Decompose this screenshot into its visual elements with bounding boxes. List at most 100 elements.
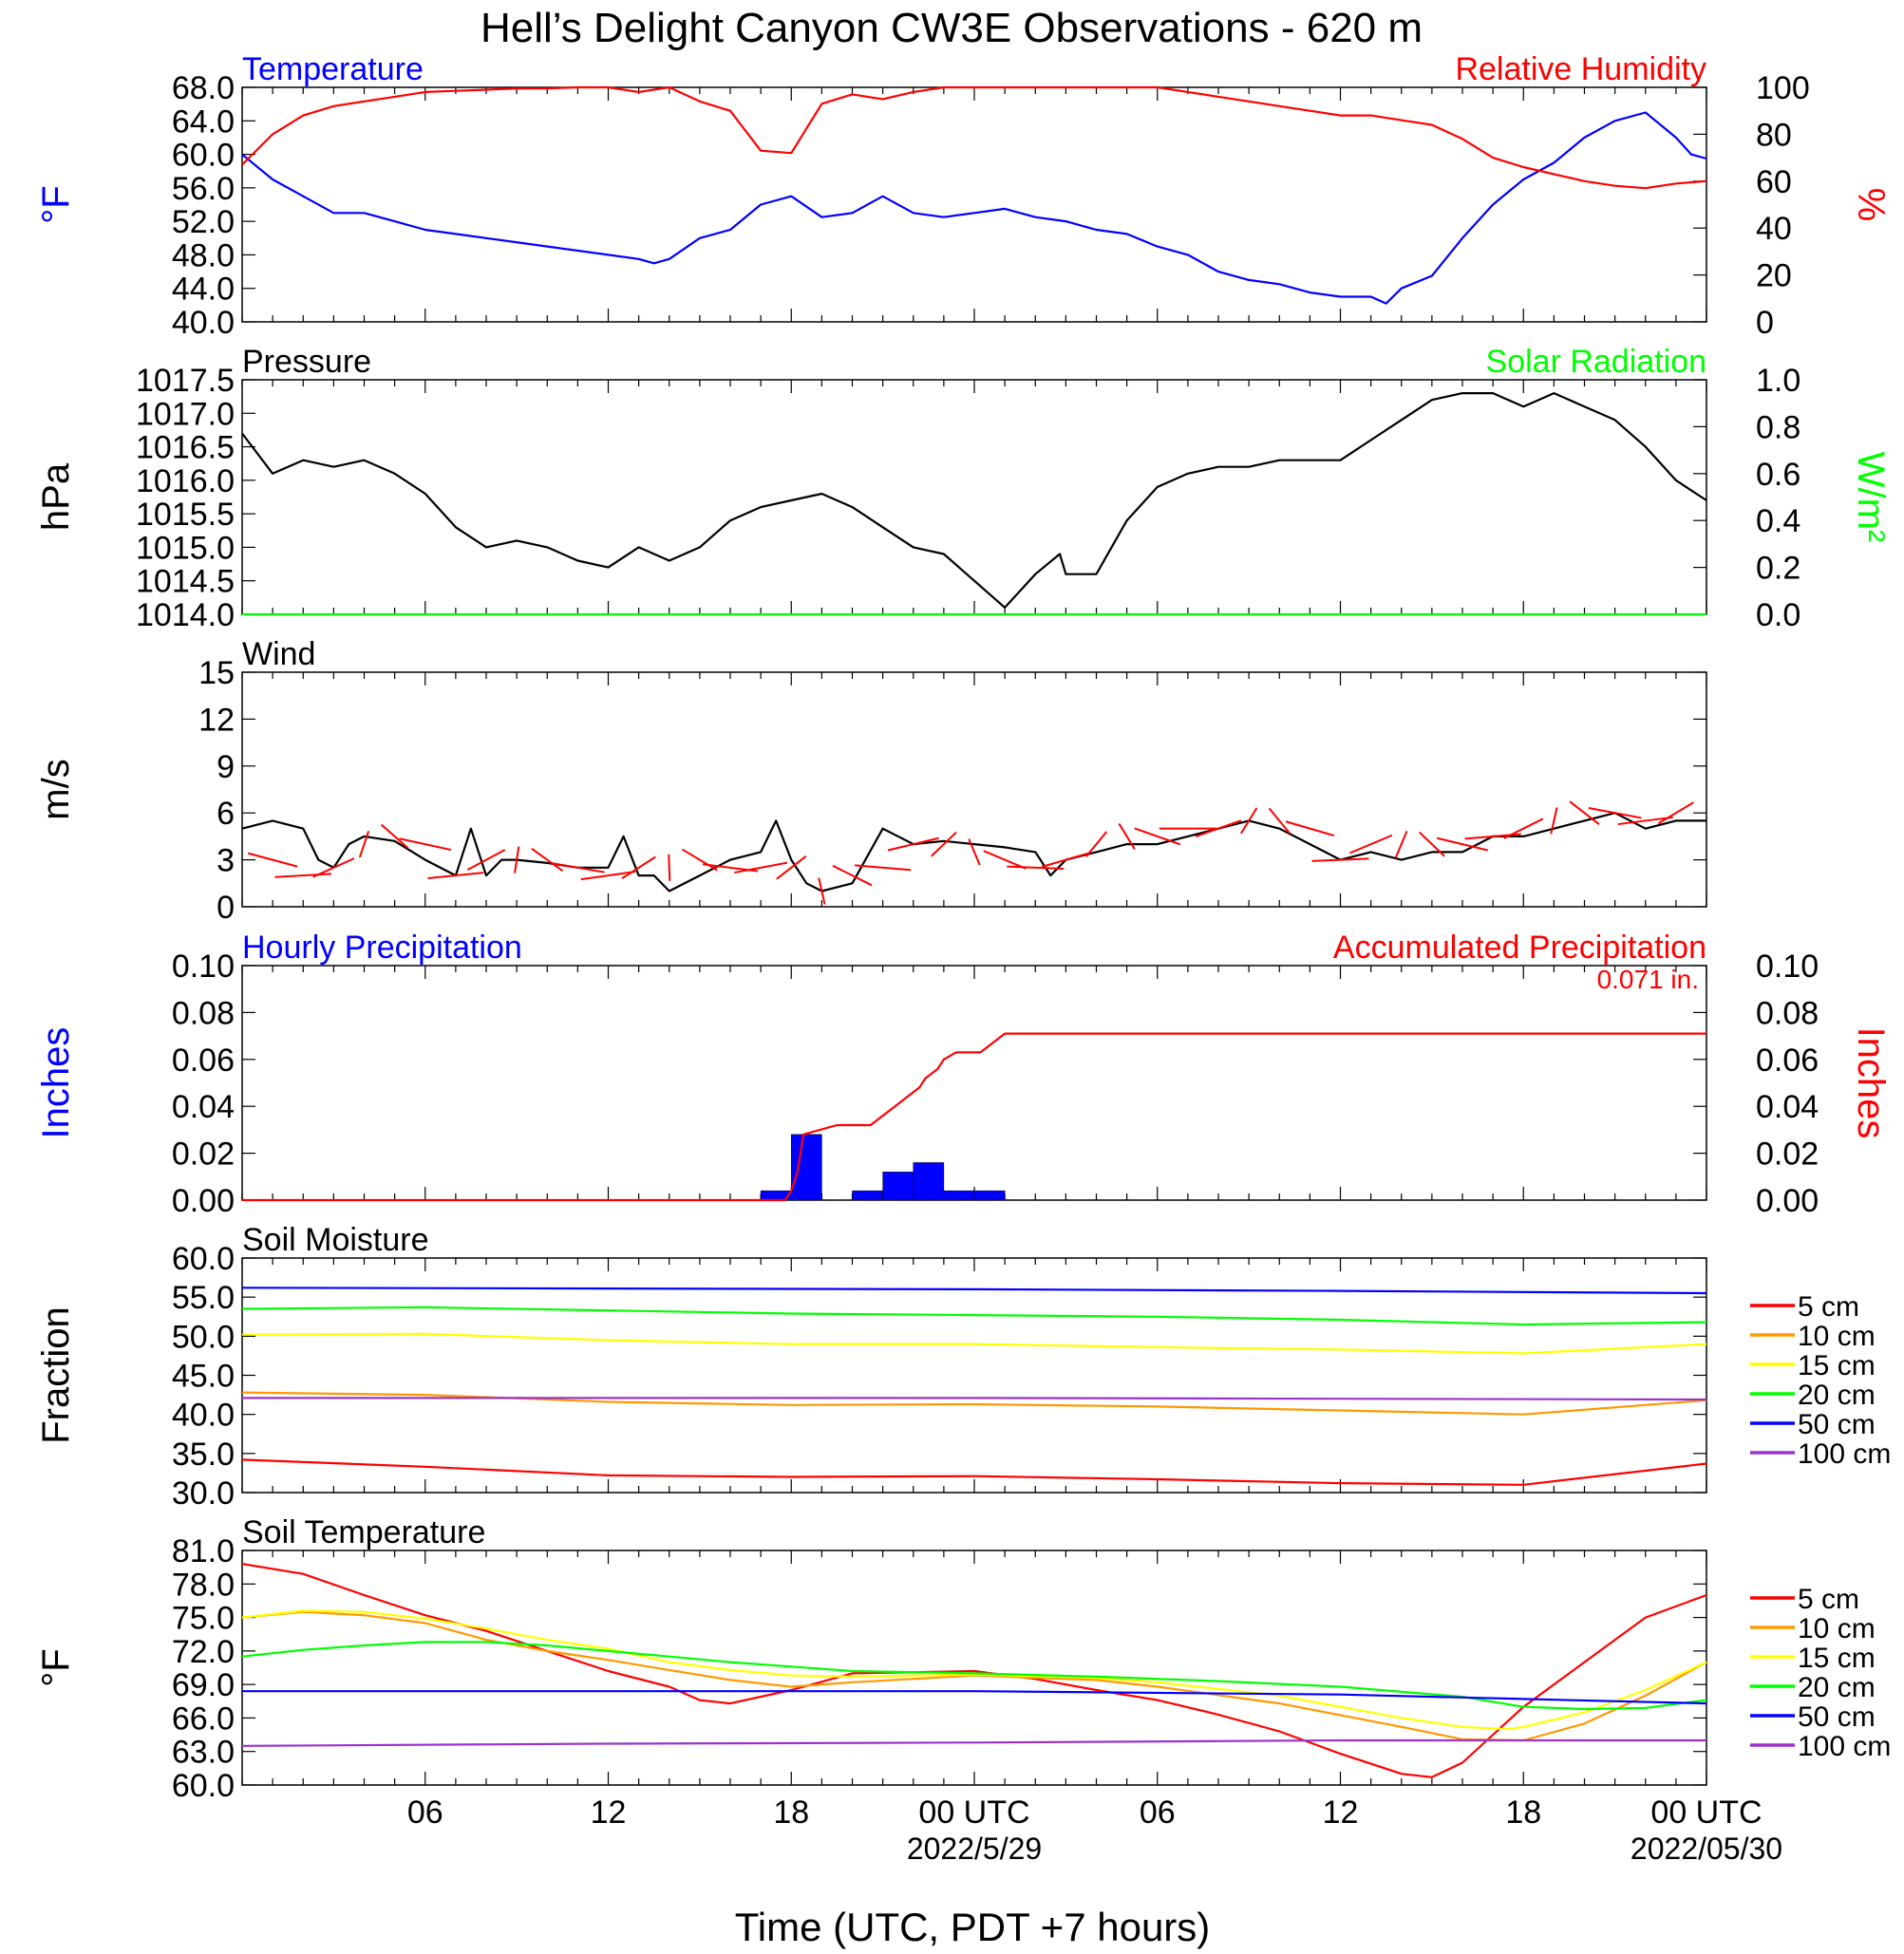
soil_temp-legend-label: 15 cm [1798,1643,1876,1674]
precip-right-title: Accumulated Precipitation [1333,930,1706,966]
soil_moisture-ytick-label: 50.0 [172,1319,235,1355]
temp-ytick-label: 64.0 [172,103,235,140]
wind-barb [1550,807,1558,835]
pressure-y2tick-label: 0.2 [1756,551,1800,587]
soil_temp-ytick-label: 78.0 [172,1567,235,1603]
x-tick-label: 12 [1323,1794,1359,1831]
pressure-left-unit: hPa [35,462,77,531]
pressure-y2tick-label: 1.0 [1756,363,1800,399]
wind-barb [427,872,484,879]
x-tick-label: 12 [591,1794,627,1831]
wind-barb [776,855,807,880]
precip-ytick-label: 0.06 [172,1043,235,1079]
soil_temp-legend-label: 20 cm [1798,1672,1876,1703]
temp-ytick-label: 48.0 [172,237,235,273]
chart-layer: 40.044.048.052.056.060.064.068.002040608… [35,51,1892,1866]
soil_temp-ytick-label: 63.0 [172,1735,235,1771]
soil_moisture-legend-label: 15 cm [1798,1350,1876,1381]
wind-barb [1395,831,1408,858]
soil_moisture-legend-label: 20 cm [1798,1380,1876,1411]
pressure-right-title: Solar Radiation [1486,344,1706,380]
soil_moisture-legend-label: 10 cm [1798,1321,1876,1352]
wind-barb [1240,807,1258,835]
soil_temp-legend-label: 5 cm [1798,1584,1859,1615]
temp-left-title: Temperature [242,51,424,87]
wind-barb [1134,827,1181,846]
soil_temp-series-line [241,1609,1707,1731]
temp-y2tick-label: 80 [1756,117,1792,153]
soil_temp-series-line [241,1641,1707,1711]
temp-right-unit: % [1850,188,1892,222]
temp-left-unit: °F [35,185,77,223]
precip-bar [943,1190,975,1201]
soil_temp-left-unit: °F [35,1648,77,1686]
soil_moisture-ytick-label: 40.0 [172,1398,235,1434]
wind-barb [832,864,873,887]
wind-barb [1311,857,1369,862]
wind-barb [1419,831,1445,857]
temp-ytick-label: 60.0 [172,138,235,174]
wind-ytick-label: 0 [217,890,235,926]
soil_moisture-series-line [241,1458,1707,1486]
soil_moisture-legend-label: 50 cm [1798,1409,1876,1440]
soil_temp-ytick-label: 66.0 [172,1700,235,1737]
wind-barb [1268,807,1291,835]
wind-ytick-label: 9 [217,749,235,785]
temp-ytick-label: 56.0 [172,171,235,207]
wind-barb [514,846,520,874]
x-axis-label: Time (UTC, PDT +7 hours) [735,1905,1211,1949]
pressure-frame [241,379,1707,615]
wind-barb [621,855,656,880]
temp-frame [241,86,1707,323]
soil_moisture-series-line [241,1287,1707,1295]
soil_temp-frame [241,1550,1707,1786]
pressure-ytick-label: 1016.5 [136,430,235,466]
precip-bar [973,1190,1006,1201]
wind-barb [887,836,939,852]
soil_moisture-series-line [242,1397,1707,1401]
soil_temp-ytick-label: 72.0 [172,1634,235,1670]
x-date-label: 2022/5/29 [907,1832,1042,1866]
precip-y2tick-label: 0.00 [1756,1183,1819,1219]
precip-y2tick-label: 0.08 [1756,995,1819,1031]
temp-y2tick-label: 40 [1756,211,1792,247]
soil_moisture-series-line [241,1391,1707,1416]
wind-left-unit: m/s [35,759,77,819]
precip-left-unit: Inches [35,1027,77,1139]
precip-frame [241,965,1707,1201]
wind-barb [1617,816,1673,826]
precip-y2tick-label: 0.02 [1756,1137,1819,1173]
soil_moisture-left-unit: Fraction [35,1306,77,1444]
temp-y2tick-label: 60 [1756,164,1792,200]
soil_temp-ytick-label: 69.0 [172,1667,235,1703]
wind-barb [312,857,355,878]
precip-left-title: Hourly Precipitation [242,930,522,966]
precip-total-label: 0.071 in. [1597,965,1699,994]
wind-barb [551,862,605,874]
soil_moisture-left-title: Soil Moisture [242,1222,429,1258]
pressure-series-line [241,392,1707,610]
pressure-ytick-label: 1014.0 [136,597,235,633]
x-tick-label: 18 [1505,1794,1541,1831]
soil_moisture-ytick-label: 30.0 [172,1475,235,1512]
wind-barb [734,861,788,874]
soil_moisture-frame [241,1257,1707,1494]
soil_temp-series-line [241,1610,1707,1742]
precip-bar [852,1190,883,1201]
soil_temp-legend-label: 10 cm [1798,1613,1876,1644]
temp-y2tick-label: 0 [1756,305,1774,341]
precip-ytick-label: 0.02 [172,1137,235,1173]
wind-barb [1007,865,1065,871]
soil_moisture-legend-label: 100 cm [1798,1438,1891,1470]
x-tick-label: 00 UTC [918,1794,1029,1831]
pressure-right-unit: W/m² [1850,452,1892,543]
wind-frame [241,671,1707,908]
wind-barb [854,864,912,872]
wind-barb [1084,831,1108,857]
soil_moisture-legend-label: 5 cm [1798,1291,1859,1323]
precip-right-unit: Inches [1850,1027,1892,1139]
precip-y2tick-label: 0.10 [1756,949,1819,985]
temp-ytick-label: 44.0 [172,272,235,308]
temp-y2tick-label: 100 [1756,70,1810,106]
temp-ytick-label: 52.0 [172,204,235,240]
